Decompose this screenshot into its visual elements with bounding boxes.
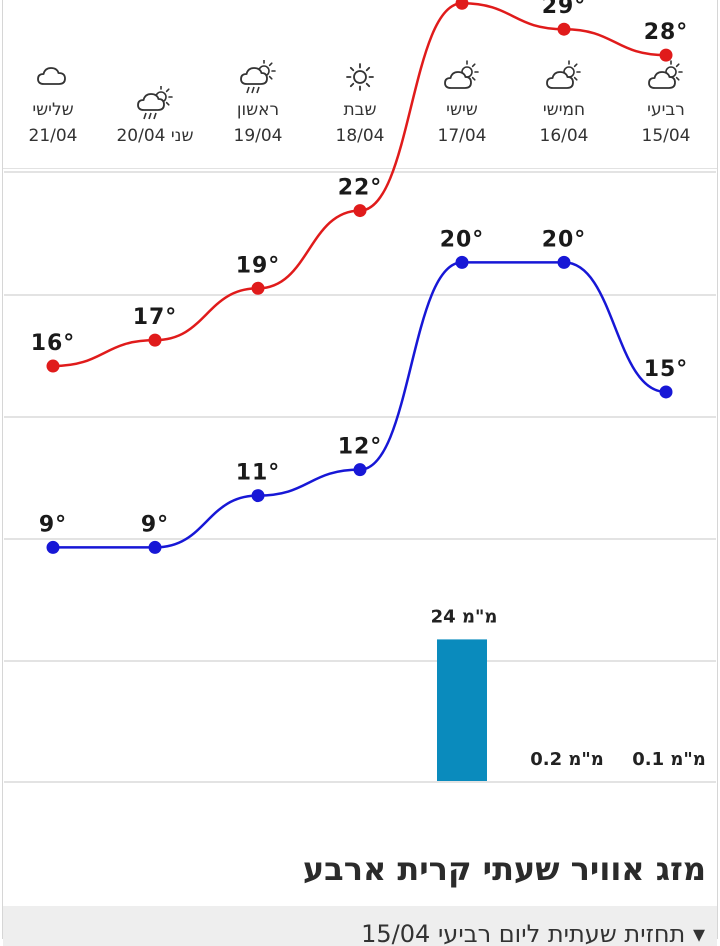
day-name: שלישי: [32, 100, 74, 120]
low-temp-label: 20°: [440, 227, 485, 252]
day-date: 21/04: [28, 126, 78, 146]
hourly-forecast-label: ▾ תחזית שעתית ליום רביעי 15/04: [361, 920, 705, 946]
day-date: 15/04: [641, 126, 691, 146]
day-date: 19/04: [233, 126, 283, 146]
high-temp-point: [557, 22, 571, 36]
rain-sun-cloud-icon: [105, 86, 205, 126]
precip-label: 0.1 מ"מ: [632, 749, 706, 770]
low-temp-label: 9°: [141, 512, 169, 537]
day-date: 16/04: [539, 126, 589, 146]
high-temp-label: 29°: [542, 0, 587, 19]
day-name: שישי: [446, 100, 478, 120]
low-temp-point: [148, 540, 162, 554]
precip-label: 0.2 מ"מ: [530, 749, 604, 770]
high-temp-label: 16°: [31, 331, 76, 356]
low-temp-point: [557, 255, 571, 269]
low-temp-point: [659, 385, 673, 399]
days-divider: [3, 168, 717, 169]
low-temp-label: 9°: [39, 512, 67, 537]
low-temp-label: 15°: [644, 357, 689, 382]
frame-right-border: [717, 0, 718, 939]
precip-bar: [437, 639, 487, 781]
day-name: רביעי: [647, 100, 685, 120]
low-temp-label: 11°: [236, 461, 281, 486]
cloud-icon: [3, 60, 103, 100]
hourly-forecast-toggle[interactable]: ▾ תחזית שעתית ליום רביעי 15/04: [3, 906, 717, 946]
temperature-chart: 0.1 מ"מ0.2 מ"מ24 מ"מ28°29°30°22°19°17°16…: [4, 0, 716, 783]
day-name: שני 20/04: [116, 126, 194, 146]
low-temp-point: [251, 489, 265, 503]
low-temp-label: 12°: [338, 435, 383, 460]
partly-cloudy-icon: [514, 60, 614, 100]
day-name: חמישי: [542, 100, 586, 120]
partly-cloudy-icon: [412, 60, 512, 100]
high-temp-point: [455, 0, 469, 10]
high-temp-point: [148, 333, 162, 347]
day-date: 17/04: [437, 126, 487, 146]
high-temp-label: 17°: [133, 305, 178, 330]
sun-icon: [310, 60, 410, 100]
precip-label: 24 מ"מ: [431, 606, 498, 627]
high-temp-label: 22°: [338, 176, 383, 201]
high-temp-point: [659, 48, 673, 62]
days-row: רביעי 15/04 חמישי 16/04 שישי 17/04 שבת 18/04 ראש…: [0, 58, 720, 168]
high-temp-point: [46, 359, 60, 373]
low-temp-label: 20°: [542, 227, 587, 252]
high-temp-point: [353, 204, 367, 218]
low-temp-point: [353, 463, 367, 477]
page-title: מזג אוויר שעתי קרית ארבע: [302, 850, 706, 888]
high-temp-point: [251, 281, 265, 295]
rain-sun-cloud-icon: [208, 60, 308, 100]
low-temp-point: [46, 540, 60, 554]
low-temp-line: [53, 261, 667, 549]
high-temp-label: 28°: [644, 20, 689, 45]
high-temp-label: 19°: [236, 253, 281, 278]
day-name: שבת: [343, 100, 377, 120]
partly-cloudy-icon: [616, 60, 716, 100]
low-temp-point: [455, 255, 469, 269]
day-name: ראשון: [236, 100, 280, 120]
frame-left-border: [2, 0, 3, 939]
day-date: 18/04: [335, 126, 385, 146]
